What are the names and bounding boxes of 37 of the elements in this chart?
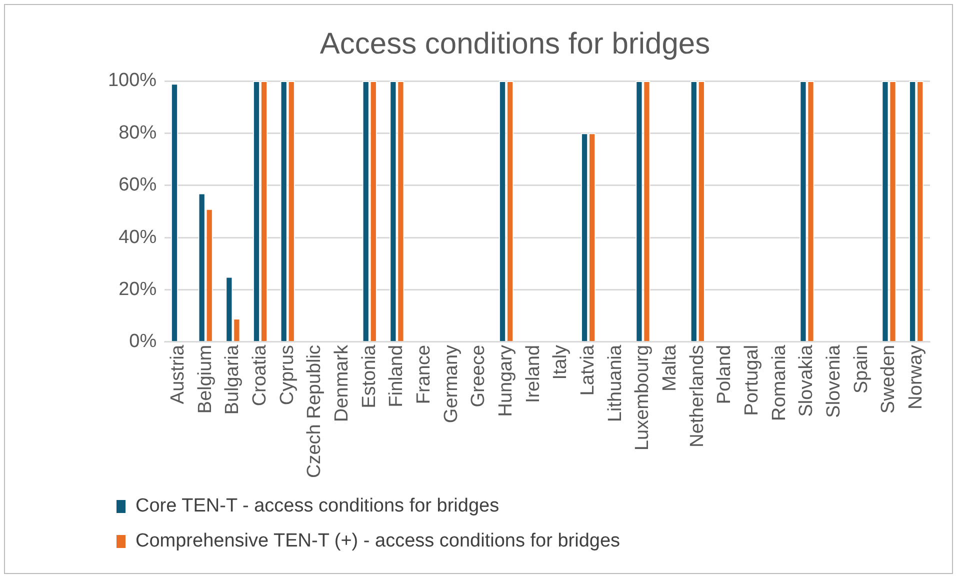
x-tick-label: Lithuania bbox=[604, 344, 626, 422]
x-tick-label: Ireland bbox=[522, 344, 544, 404]
x-tick-label: Poland bbox=[714, 344, 736, 404]
x-tick-label: Slovenia bbox=[824, 344, 845, 418]
x-tick-label: Bulgaria bbox=[222, 344, 244, 415]
chart-title: Access conditions for bridges bbox=[320, 27, 710, 60]
y-tick-label: 60% bbox=[118, 174, 157, 196]
x-tick-label: Latvia bbox=[578, 344, 599, 396]
x-tick-label: Belgium bbox=[194, 344, 216, 414]
y-tick-label: 20% bbox=[118, 278, 157, 300]
legend-label: Comprehensive TEN-T (+) - access conditions for bridges bbox=[136, 530, 620, 552]
x-tick-label: Austria bbox=[167, 344, 188, 404]
x-tick-label: Malta bbox=[660, 344, 681, 392]
x-tick-label: Denmark bbox=[332, 344, 353, 422]
x-tick-label: Portugal bbox=[742, 344, 763, 416]
y-tick-label: 40% bbox=[118, 226, 157, 248]
x-tick-label: Hungary bbox=[496, 344, 517, 417]
x-tick-label: Luxembourg bbox=[632, 344, 654, 451]
x-tick-label: Netherlands bbox=[686, 344, 708, 448]
y-tick-label: 0% bbox=[129, 331, 157, 352]
x-tick-label: Italy bbox=[550, 344, 572, 380]
x-tick-label: Estonia bbox=[358, 344, 380, 408]
x-tick-label: Romania bbox=[768, 344, 790, 421]
legend-label: Core TEN-T - access conditions for bridges bbox=[136, 496, 500, 517]
y-tick-label: 80% bbox=[118, 122, 157, 144]
x-tick-label: France bbox=[414, 344, 435, 404]
y-tick-label: 100% bbox=[108, 70, 157, 92]
x-tick-label: Sweden bbox=[878, 344, 900, 414]
x-tick-label: Czech Republic bbox=[304, 344, 326, 478]
x-tick-label: Finland bbox=[386, 344, 408, 408]
x-tick-label: Croatia bbox=[250, 344, 271, 406]
x-tick-label: Greece bbox=[468, 344, 490, 408]
x-tick-label: Slovakia bbox=[796, 344, 818, 417]
x-tick-label: Norway bbox=[906, 344, 927, 410]
x-tick-label: Spain bbox=[850, 344, 872, 394]
x-tick-label: Cyprus bbox=[276, 344, 298, 406]
x-tick-label: Germany bbox=[440, 344, 462, 424]
